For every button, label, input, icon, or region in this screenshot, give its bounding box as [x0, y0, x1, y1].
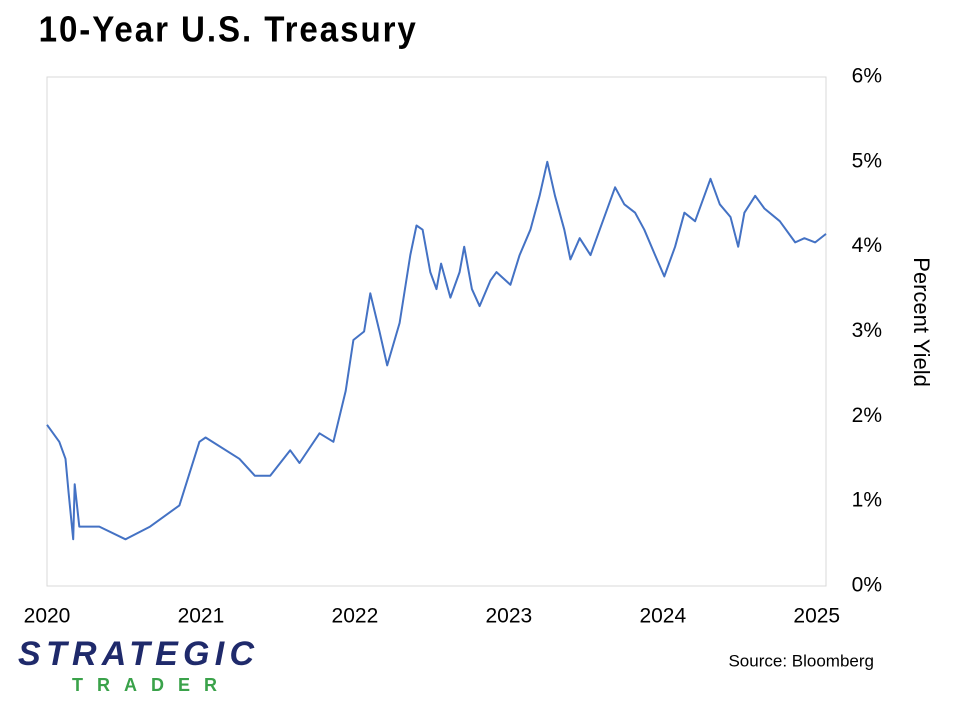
- plot-frame: [46, 76, 827, 587]
- x-tick-label: 2020: [24, 605, 71, 628]
- y-tick-label: 5%: [852, 149, 882, 172]
- y-axis-label: Percent Yield: [909, 257, 934, 387]
- x-tick-label: 2024: [639, 605, 686, 628]
- y-tick-label: 3%: [852, 319, 882, 342]
- logo-tagline: TRADER: [72, 675, 231, 695]
- x-tick-label: 2025: [793, 605, 840, 628]
- y-tick-label: 1%: [852, 489, 882, 512]
- x-tick-label: 2021: [178, 605, 225, 628]
- x-tick-label: 2022: [332, 605, 379, 628]
- logo-name: STRATEGIC: [18, 635, 254, 673]
- y-tick-label: 2%: [852, 404, 882, 427]
- x-tick-label: 2023: [485, 605, 532, 628]
- y-tick-label: 6%: [852, 65, 882, 88]
- line-series: [46, 160, 827, 541]
- y-tick-label: 0%: [852, 574, 882, 597]
- chart-title: 10-Year U.S. Treasury: [39, 10, 417, 50]
- source: Source: Bloomberg: [728, 651, 874, 670]
- y-tick-label: 4%: [852, 234, 882, 257]
